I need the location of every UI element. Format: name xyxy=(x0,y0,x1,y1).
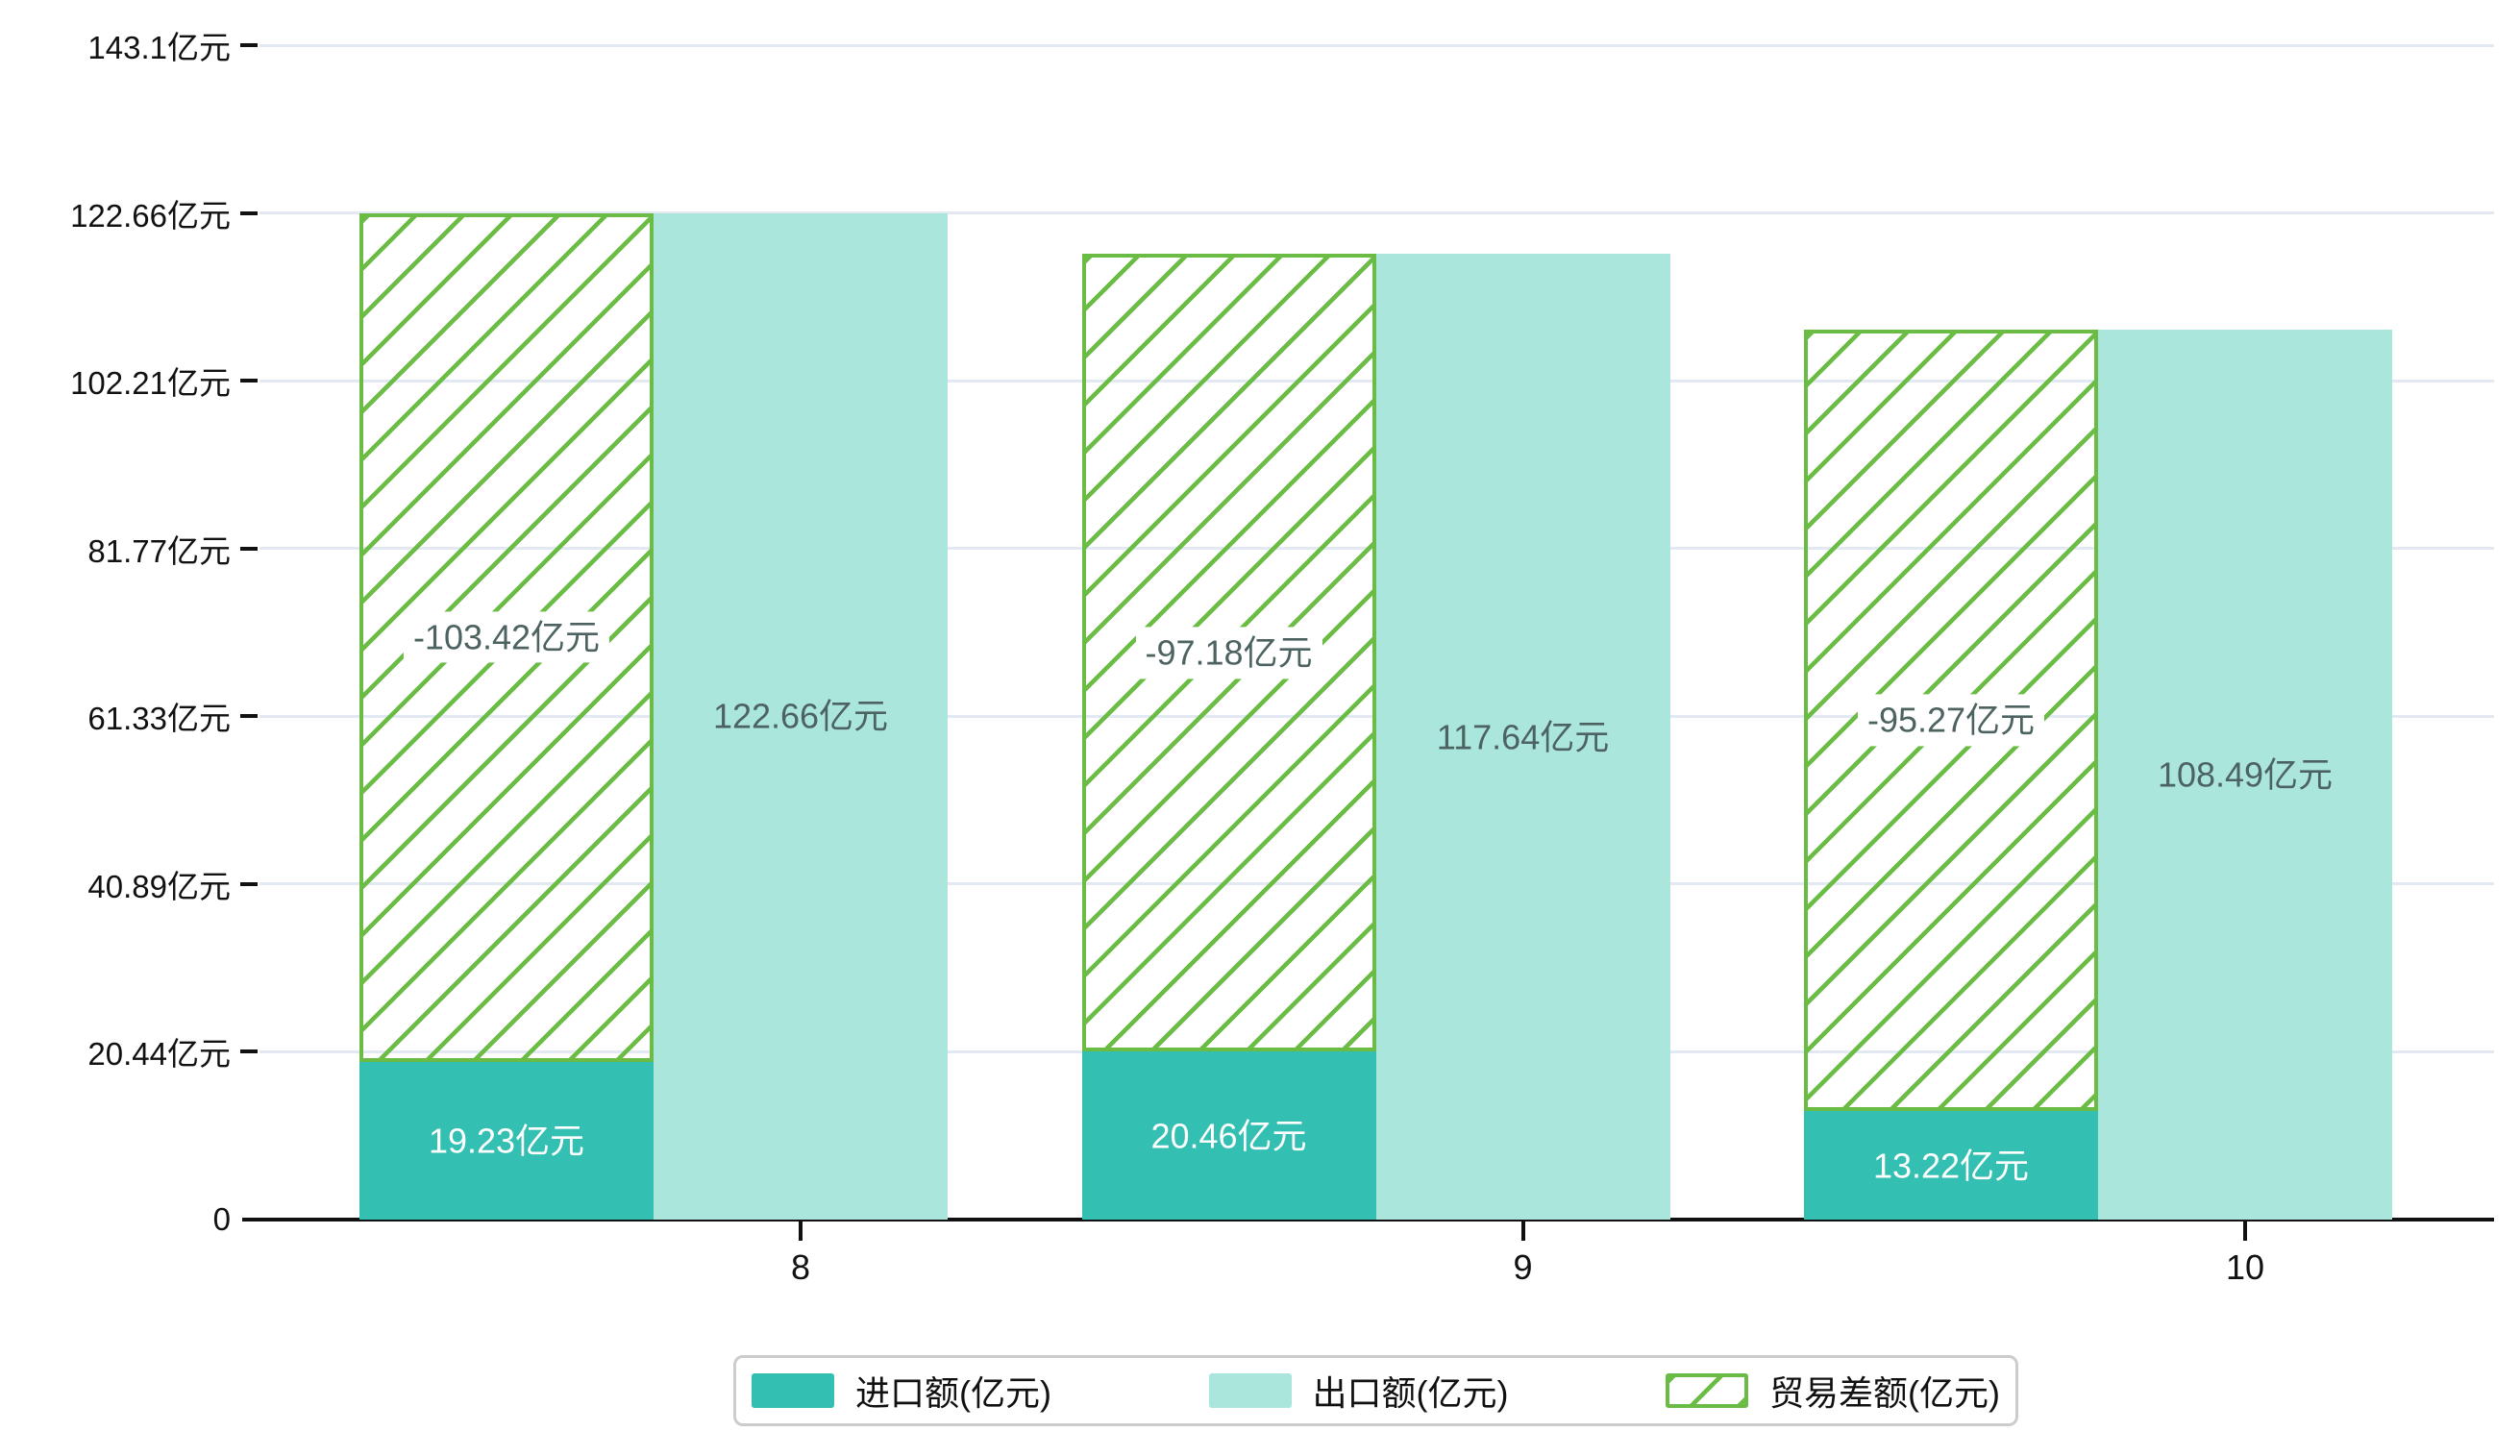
y-axis-tick-label: 61.33亿元 xyxy=(87,701,231,737)
import-swatch-icon xyxy=(752,1373,834,1408)
x-axis-tick xyxy=(2243,1222,2247,1241)
bar-export[interactable] xyxy=(1375,254,1670,1220)
y-axis-tick xyxy=(240,881,258,886)
legend-item-import[interactable]: 进口额(亿元) xyxy=(752,1366,1051,1416)
bar-import[interactable] xyxy=(1081,1051,1376,1220)
bar-import[interactable] xyxy=(359,1061,654,1220)
legend-label-import: 进口额(亿元) xyxy=(855,1373,1051,1413)
y-axis-tick xyxy=(240,714,258,719)
x-axis-tick-label: 8 xyxy=(790,1247,811,1287)
trade-balance-value-label: -95.27亿元 xyxy=(1857,694,2045,746)
legend-item-trade-balance[interactable]: 贸易差额(亿元) xyxy=(1666,1366,2000,1416)
y-axis-tick-label: 102.21亿元 xyxy=(70,365,231,402)
import-value-label: 13.22亿元 xyxy=(1872,1145,2030,1185)
trade-balance-swatch-icon xyxy=(1666,1373,1748,1408)
y-axis-tick-label: 20.44亿元 xyxy=(87,1036,231,1073)
bar-export[interactable] xyxy=(2098,329,2392,1220)
grid-line xyxy=(259,43,2494,47)
export-swatch-icon xyxy=(1208,1373,1292,1408)
y-axis-tick-label: 143.1亿元 xyxy=(87,30,231,65)
bar-import[interactable] xyxy=(1804,1111,2098,1220)
y-axis-tick xyxy=(240,546,258,551)
export-value-label: 108.49亿元 xyxy=(2157,754,2334,795)
y-axis-tick xyxy=(240,1049,258,1054)
grid-line xyxy=(259,211,2494,215)
y-axis-tick xyxy=(240,43,258,47)
y-axis-tick-label: 81.77亿元 xyxy=(87,532,231,569)
import-value-label: 19.23亿元 xyxy=(428,1121,585,1161)
y-axis-tick-label: 122.66亿元 xyxy=(70,197,231,234)
legend-item-export[interactable]: 出口额(亿元) xyxy=(1208,1366,1509,1416)
y-axis-tick xyxy=(240,210,258,215)
x-axis-tick-label: 10 xyxy=(2225,1247,2265,1287)
legend-label-export: 出口额(亿元) xyxy=(1312,1373,1509,1413)
legend: 进口额(亿元) 出口额(亿元) 贸易差额(亿元) xyxy=(733,1355,2018,1426)
x-axis-line xyxy=(242,1218,2494,1222)
x-axis-tick xyxy=(1520,1222,1525,1241)
legend-label-trade-balance: 贸易差额(亿元) xyxy=(1769,1373,2000,1413)
y-axis-tick-label: 0 xyxy=(212,1201,231,1237)
bar-export[interactable] xyxy=(654,212,948,1220)
import-value-label: 20.46亿元 xyxy=(1150,1116,1307,1156)
x-axis-tick xyxy=(799,1222,803,1241)
export-value-label: 122.66亿元 xyxy=(712,696,889,736)
export-value-label: 117.64亿元 xyxy=(1436,717,1610,757)
x-axis-tick-label: 9 xyxy=(1513,1247,1533,1287)
trade-balance-value-label: -103.42亿元 xyxy=(403,611,610,663)
y-axis-tick xyxy=(240,379,258,383)
trade-balance-value-label: -97.18亿元 xyxy=(1135,627,1322,679)
y-axis-tick-label: 40.89亿元 xyxy=(87,868,231,904)
